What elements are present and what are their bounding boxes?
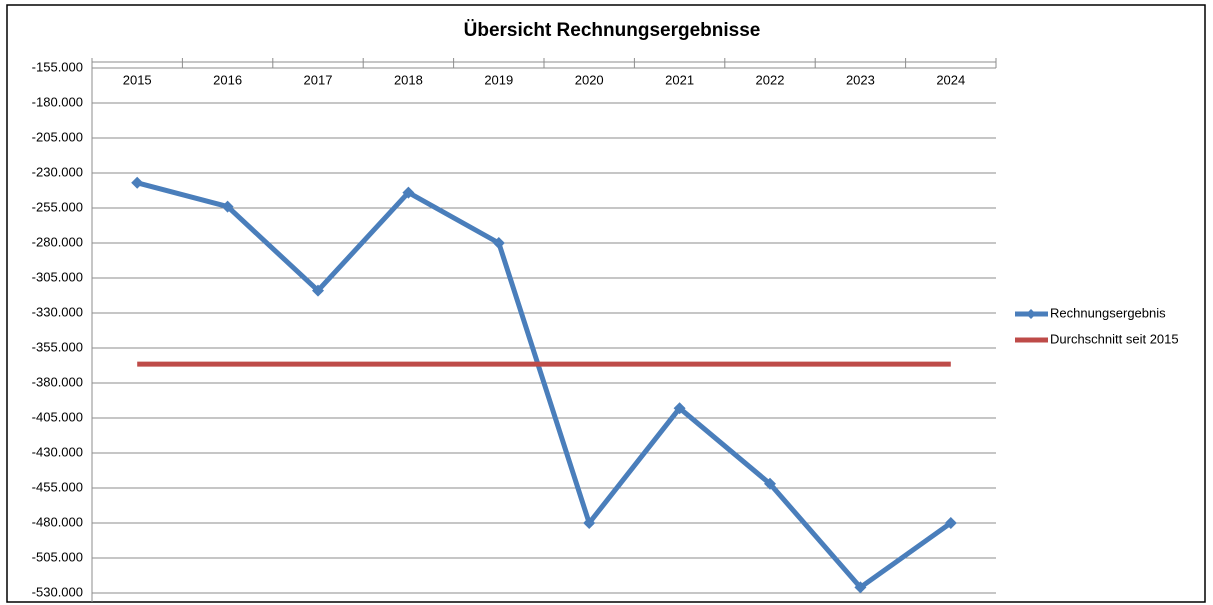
legend-label: Durchschnitt seit 2015 xyxy=(1050,331,1179,346)
y-tick-label: -405.000 xyxy=(32,409,83,424)
y-tick-label: -530.000 xyxy=(32,584,83,599)
y-tick-label: -205.000 xyxy=(32,129,83,144)
x-tick-label: 2022 xyxy=(756,72,785,87)
marker xyxy=(944,517,957,529)
marker xyxy=(402,186,415,199)
marker xyxy=(492,237,505,249)
y-tick-label: -505.000 xyxy=(32,549,83,564)
x-tick-label: 2015 xyxy=(123,72,152,87)
series-line xyxy=(136,180,953,590)
chart-title: Übersicht Rechnungsergebnisse xyxy=(464,20,761,41)
y-tick-label: -330.000 xyxy=(32,304,83,319)
y-tick-label: -380.000 xyxy=(32,374,83,389)
marker xyxy=(312,284,324,297)
x-tick-label: 2023 xyxy=(846,72,875,87)
y-tick-label: -355.000 xyxy=(32,339,83,354)
y-tick-label: -255.000 xyxy=(32,199,83,214)
y-tick-label: -230.000 xyxy=(32,164,83,179)
x-tick-label: 2024 xyxy=(936,72,965,87)
y-tick-label: -455.000 xyxy=(32,479,83,494)
marker xyxy=(131,176,144,189)
marker xyxy=(583,517,596,529)
y-tick-label: -280.000 xyxy=(32,234,83,249)
y-tick-label: -480.000 xyxy=(32,514,83,529)
x-tick-label: 2021 xyxy=(665,72,694,87)
y-tick-label: -305.000 xyxy=(32,269,83,284)
marker xyxy=(673,402,686,415)
marker xyxy=(764,477,776,490)
legend-marker xyxy=(1026,309,1036,319)
marker xyxy=(221,200,234,213)
chart-frame xyxy=(6,4,1206,603)
marker xyxy=(854,581,867,594)
legend-label: Rechnungsergebnis xyxy=(1050,305,1166,320)
x-tick-label: 2020 xyxy=(575,72,604,87)
y-tick-label: -155.000 xyxy=(32,59,83,74)
y-tick-label: -430.000 xyxy=(32,444,83,459)
x-tick-label: 2017 xyxy=(304,72,333,87)
x-tick-label: 2018 xyxy=(394,72,423,87)
x-tick-label: 2019 xyxy=(484,72,513,87)
x-tick-label: 2016 xyxy=(213,72,242,87)
y-tick-label: -180.000 xyxy=(32,94,83,109)
